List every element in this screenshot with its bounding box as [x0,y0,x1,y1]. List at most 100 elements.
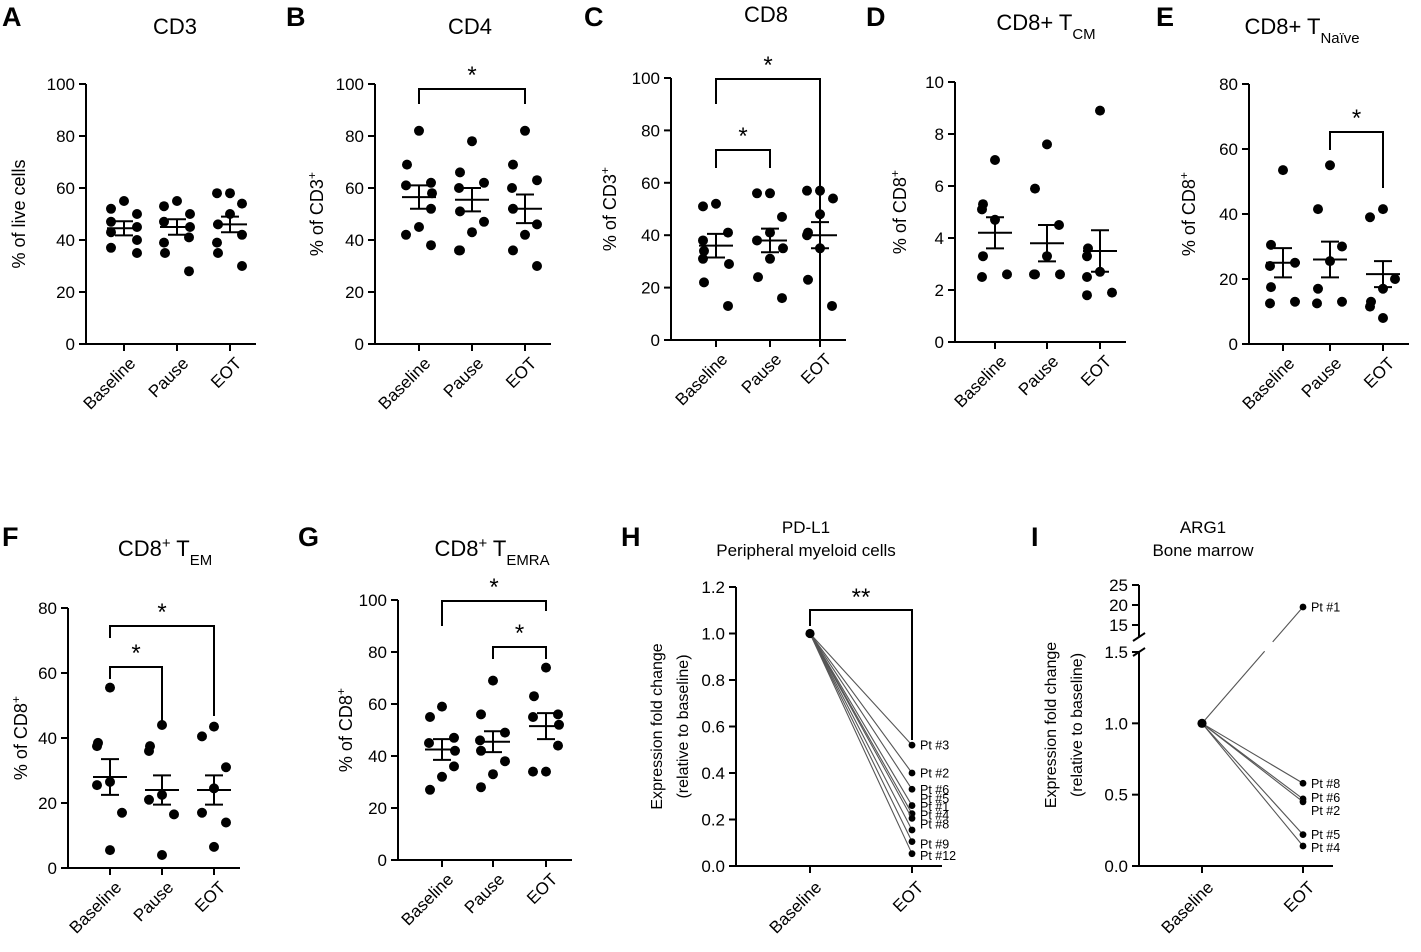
data-point [1313,204,1323,215]
y-tick-label: 0.6 [701,718,725,737]
x-tick-group: Baseline [672,350,732,410]
y-label-group: (relative to baseline) [1069,653,1086,797]
data-point [449,761,459,772]
data-point [752,188,762,199]
y-tick-label: 0.2 [701,811,725,830]
data-point [1337,296,1347,307]
y-tick-label: 100 [336,75,364,94]
x-tick-group: Baseline [66,878,126,938]
data-point [197,807,207,818]
data-point [427,188,437,199]
x-tick-label: Pause [145,354,193,402]
series-end-point [1299,779,1307,787]
y-tick-label: 60 [56,179,75,198]
y-tick-label: 0 [651,331,660,350]
y-tick-label: 60 [38,664,57,683]
x-tick-label: EOT [1280,878,1318,916]
baseline-point [1197,718,1207,728]
data-point [106,216,116,227]
data-point [426,240,436,251]
y-tick-label: 0 [935,333,944,352]
y-tick-label: 100 [47,75,75,94]
y-label-group: Expression fold change [649,643,666,809]
baseline-point [805,628,815,639]
data-point [237,261,247,271]
y-tick-label: 15 [1109,616,1128,635]
data-point [827,300,837,311]
series-label: Pt #5 [920,792,949,806]
data-point [449,732,459,743]
y-tick-label: 1.5 [1104,643,1128,662]
data-point [476,782,486,793]
y-axis-label-line: (relative to baseline) [675,654,692,798]
x-tick-group: Pause [461,870,509,918]
y-tick-label: 20 [56,283,75,302]
x-tick-label: Pause [440,354,488,402]
x-tick-group: Baseline [766,878,826,938]
series-line [1201,722,1304,803]
panel-label-a: A [2,2,22,32]
data-point [777,293,787,304]
axis-break-mark [1132,632,1146,642]
panel-label-e: E [1156,2,1174,32]
data-point [1002,269,1012,280]
significance-bracket [715,149,771,168]
y-tick-label: 10 [925,73,944,92]
x-tick-label: Pause [738,350,786,398]
x-tick-group: EOT [523,870,561,908]
series-label: Pt #4 [920,808,949,822]
y-tick-label: 80 [345,127,364,146]
data-point [723,300,733,311]
x-tick-label: EOT [889,878,927,916]
data-point [1365,301,1375,312]
series-line [1201,722,1304,847]
data-point [777,211,787,222]
data-point [119,196,129,206]
y-axis-label-line: Expression fold change [1043,642,1060,808]
data-point [1290,296,1300,307]
data-point [184,266,194,277]
y-axis-label-e: % of CD8+ [1177,172,1199,256]
y-axis-label-f-group: % of CD8+ [9,696,31,780]
data-point [1265,298,1275,309]
data-point [159,201,169,212]
data-point [237,198,247,209]
significance-bracket [715,78,821,339]
x-tick-label: EOT [191,878,229,916]
data-point [765,188,775,199]
significance-star: * [515,620,524,647]
x-tick-group: EOT [191,878,229,916]
data-point [554,719,564,730]
data-point [479,216,489,227]
data-point [698,235,708,246]
x-tick-group: EOT [207,354,245,392]
y-tick-label: 20 [368,799,387,818]
data-point [426,203,436,214]
x-tick-group: EOT [889,878,927,916]
y-tick-label: 1.2 [701,578,725,597]
data-point [1266,282,1276,293]
y-tick-label: 40 [368,747,387,766]
x-tick-label: Baseline [66,878,126,938]
series-end-point [908,826,916,834]
data-point [753,272,763,283]
data-point [132,222,142,232]
x-tick-label: Baseline [375,354,435,414]
x-tick-label: Baseline [1158,878,1218,938]
data-point [184,232,194,243]
y-axis-label-line: (relative to baseline) [1069,653,1086,797]
significance-star: * [489,574,498,601]
x-tick-group: Pause [440,354,488,402]
y-axis-label-g-group: % of CD8+ [334,688,356,772]
data-point [711,198,721,209]
series-label: Pt #2 [1311,804,1340,818]
y-tick-label: 4 [935,229,944,248]
series-end-point [908,769,916,777]
data-point [437,771,447,782]
data-point [450,745,460,756]
x-tick-label: EOT [207,354,245,392]
x-tick-label: EOT [1077,352,1115,390]
data-point [106,203,116,214]
y-tick-label: 0.0 [1104,857,1128,876]
y-axis-label-c: % of CD3+ [598,167,620,251]
